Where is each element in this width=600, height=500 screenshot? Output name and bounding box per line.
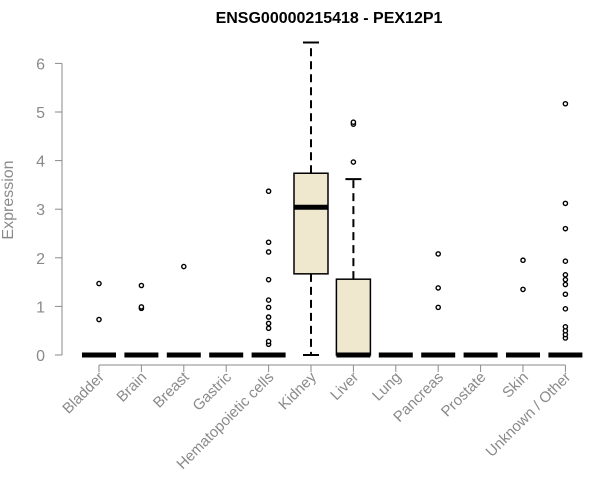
box-bladder [82,280,116,358]
x-tick-label: Bladder [59,369,108,418]
box-hematopoietic-cells [251,188,286,358]
y-tick-label: 2 [36,251,45,268]
outlier-point [562,276,569,283]
x-tick-label: Prostate [438,369,490,421]
box-pancreas [421,251,456,358]
x-tick-label: Skin [499,369,532,402]
outlier-point [96,280,102,287]
outlier-point [435,304,442,311]
outlier-point [350,119,357,126]
outlier-point [138,304,145,310]
y-tick-label: 3 [36,202,45,219]
outlier-point [265,320,272,327]
outlier-point [265,188,272,195]
box-series [82,41,583,358]
outlier-point [562,291,569,298]
outlier-point [562,272,569,278]
outlier-point [562,100,569,107]
outlier-point [520,286,526,293]
outlier-point [265,325,272,332]
outlier-point [265,338,272,345]
y-tick-label: 1 [36,299,45,316]
y-axis-label: Expression [0,160,17,239]
box-iqr [335,278,372,356]
outlier-point [138,282,145,289]
outlier-point [562,258,569,265]
outlier-point [180,263,187,270]
box-skin [506,257,540,358]
y-tick-label: 4 [36,154,45,171]
outlier-point [562,324,569,330]
outlier-point [265,314,272,320]
box-iqr [293,172,329,275]
x-tick-label: Liver [327,369,362,404]
outlier-point [265,239,272,246]
outlier-point [562,306,569,312]
outlier-point [265,249,272,255]
y-axis: 0 1 2 3 4 5 6 [36,56,63,365]
x-tick-label: Kidney [275,368,320,413]
outlier-point [562,225,569,232]
y-tick-label: 6 [36,56,45,73]
outlier-point [562,200,569,207]
outlier-point [562,281,569,288]
x-tick-label: Breast [150,368,193,411]
outlier-point [435,251,442,257]
box-brain [124,282,159,358]
outlier-point [265,276,272,283]
outlier-point [435,285,442,291]
y-tick-label: 0 [36,348,45,365]
box-liver [335,119,372,358]
box-kidney [293,41,329,356]
outlier-point [96,316,102,323]
outlier-point [265,304,272,311]
outlier-point [350,159,357,165]
x-tick-label: Lung [369,369,405,405]
box-breast [166,263,201,358]
box-unknown-other [548,100,583,358]
outlier-point [265,297,272,303]
outlier-point [520,257,526,264]
x-tick-label: Brain [113,369,150,406]
chart-title: ENSG00000215418 - PEX12P1 [216,10,443,27]
y-tick-label: 5 [36,105,45,122]
